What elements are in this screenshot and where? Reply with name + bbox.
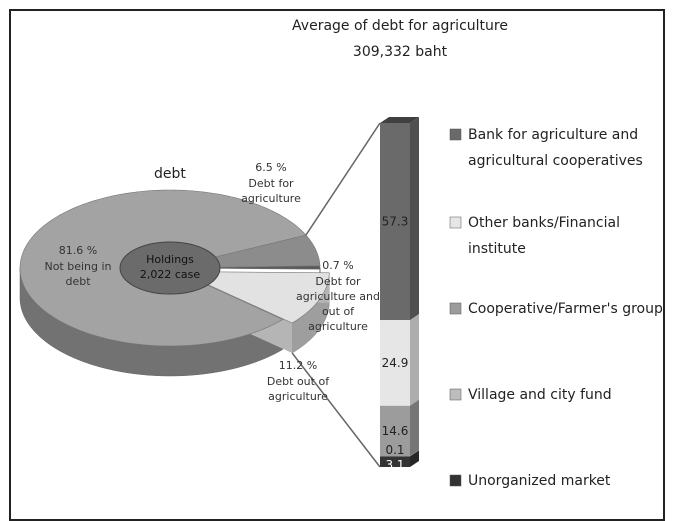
bar-side bbox=[410, 314, 419, 406]
pie-title: debt bbox=[154, 166, 186, 182]
center-label: Holdings 2,022 case bbox=[139, 253, 201, 281]
bar-side bbox=[410, 450, 419, 467]
slice-label: Not being in debt bbox=[44, 260, 112, 288]
bar-value-label: 57.3 bbox=[382, 215, 409, 229]
legend-swatch bbox=[449, 128, 462, 141]
frame bbox=[9, 9, 665, 521]
legend-swatch bbox=[449, 474, 462, 487]
bar-side bbox=[410, 117, 419, 321]
bar-value-label: 14.6 bbox=[382, 424, 409, 438]
legend-label: Village and city fund bbox=[468, 387, 612, 403]
legend-label: Cooperative/Farmer's group bbox=[468, 301, 663, 317]
pie-slice bbox=[169, 265, 321, 270]
bar-value-label: 24.9 bbox=[382, 356, 409, 370]
slice-label: Debt for agriculture and out of agricult… bbox=[296, 275, 380, 333]
bar-top bbox=[380, 117, 419, 123]
bar-segment bbox=[380, 320, 410, 406]
slice-value-label: 11.2 % bbox=[278, 359, 318, 372]
bar-value-label: 0.1 bbox=[385, 443, 404, 457]
legend-swatch bbox=[449, 388, 462, 401]
legend-swatch bbox=[449, 216, 462, 229]
bar-side bbox=[410, 449, 419, 457]
bar-subtitle: 309,332 baht bbox=[352, 44, 448, 60]
legend-label: Bank for agriculture and agricultural co… bbox=[468, 127, 643, 169]
legend-swatch bbox=[449, 302, 462, 315]
slice-value-label: 0.7 % bbox=[322, 259, 354, 272]
slice-value-label: 81.6 % bbox=[58, 244, 98, 257]
pie-slice bbox=[179, 271, 330, 324]
legend-label: Unorganized market bbox=[468, 473, 611, 489]
pie-center bbox=[119, 241, 221, 295]
bar-side bbox=[410, 399, 419, 456]
bar-title: Average of debt for agriculture bbox=[292, 18, 508, 34]
slice-value-label: 6.5 % bbox=[255, 161, 287, 174]
bar-segment bbox=[380, 123, 410, 321]
slice-label: Debt for agriculture bbox=[241, 177, 301, 205]
bar-segment bbox=[380, 405, 410, 456]
legend-label: Other banks/Financial institute bbox=[468, 215, 620, 257]
connector bbox=[291, 352, 381, 468]
slice-label: Debt out of agriculture bbox=[266, 375, 330, 403]
connector bbox=[305, 122, 381, 236]
bar-value-label: 3.1 bbox=[385, 458, 404, 472]
bar-segment bbox=[380, 456, 410, 467]
